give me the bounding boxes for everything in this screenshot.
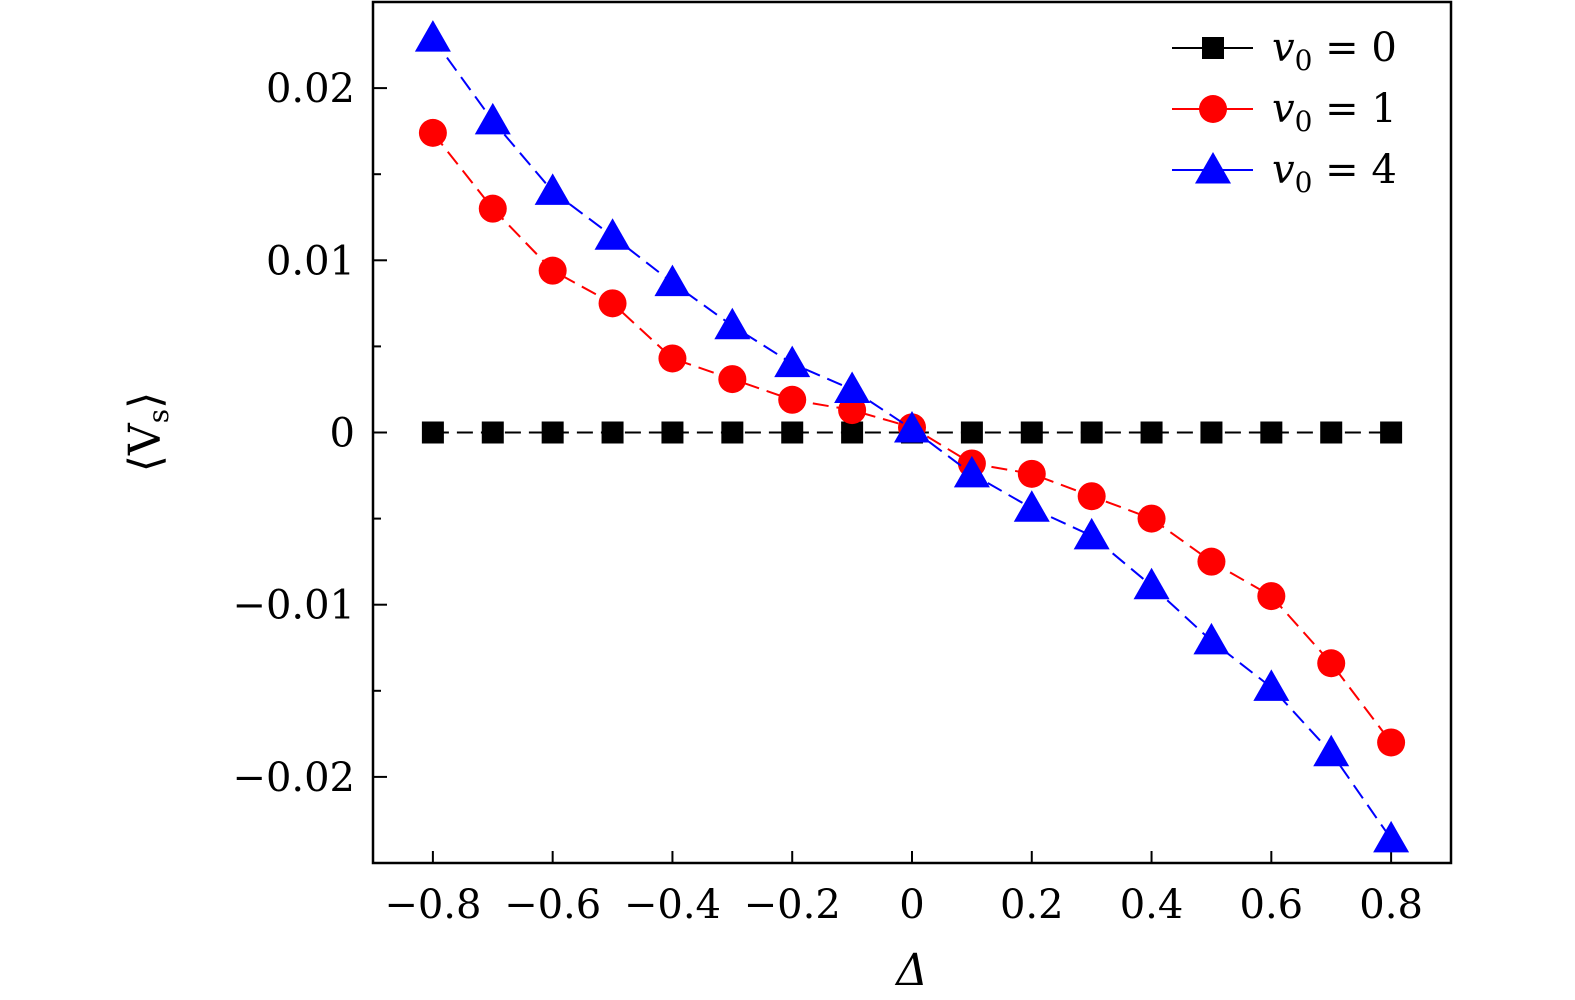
legend-label: v0 = 4 — [1272, 147, 1397, 199]
x-tick-label: 0 — [899, 882, 924, 928]
y-tick-label: 0.01 — [266, 238, 355, 284]
y-axis: −0.02 −0.01 0 0.01 0.02 — [232, 1, 387, 864]
data-point — [774, 345, 811, 378]
data-point — [594, 218, 631, 250]
data-point — [474, 102, 511, 135]
data-point — [1073, 517, 1110, 550]
data-point — [721, 421, 744, 444]
data-point — [838, 396, 867, 425]
data-point — [481, 421, 504, 444]
data-point — [601, 421, 624, 444]
data-point — [778, 385, 807, 414]
x-tick-label: −0.4 — [624, 882, 721, 928]
x-tick-label: 0.6 — [1240, 882, 1304, 928]
data-point — [541, 421, 564, 444]
x-axis-title: Δ — [894, 945, 928, 996]
data-point — [1197, 547, 1226, 576]
data-point — [894, 411, 930, 443]
data-point — [1313, 734, 1350, 767]
legend-item: v0 = 1 — [1172, 86, 1397, 138]
data-point — [714, 307, 751, 340]
data-point — [1380, 421, 1403, 444]
data-point — [534, 173, 571, 205]
y-tick-label: 0 — [330, 411, 355, 457]
y-tick-label: −0.02 — [232, 755, 355, 801]
data-point — [1140, 421, 1163, 444]
data-point — [1260, 421, 1283, 444]
legend: v0 = 0 v0 = 1 v0 = 4 — [1172, 25, 1397, 199]
data-point — [661, 421, 684, 444]
legend-label: v0 = 1 — [1272, 86, 1397, 138]
y-axis-title: ⟨Vs⟩ — [120, 392, 175, 473]
data-point — [658, 344, 687, 373]
x-tick-label: 0.2 — [1000, 882, 1064, 928]
data-point — [781, 421, 804, 444]
data-point — [1253, 669, 1290, 701]
legend-item: v0 = 4 — [1172, 147, 1397, 199]
data-point — [598, 289, 627, 318]
legend-marker — [1199, 95, 1227, 123]
x-tick-label: −0.6 — [504, 882, 601, 928]
data-point — [478, 194, 507, 223]
x-tick-label: −0.2 — [744, 882, 841, 928]
data-point — [1080, 421, 1103, 444]
legend-label: v0 = 0 — [1272, 25, 1397, 77]
y-tick-label: −0.01 — [232, 583, 355, 629]
data-point — [1373, 820, 1410, 853]
data-point — [538, 256, 567, 285]
data-point — [834, 371, 871, 403]
data-point — [414, 20, 451, 52]
series-2 — [414, 20, 1410, 853]
series-0 — [421, 421, 1403, 444]
x-axis: −0.8 −0.6 −0.4 −0.2 0 0.2 0.4 0.6 0.8 — [384, 851, 1423, 928]
data-point — [1317, 649, 1346, 678]
legend-item: v0 = 0 — [1172, 25, 1397, 77]
x-tick-label: 0.4 — [1120, 882, 1184, 928]
data-point — [1257, 582, 1286, 611]
data-point — [1193, 622, 1230, 655]
data-point — [1200, 421, 1223, 444]
y-tick-label: 0.02 — [266, 66, 355, 112]
data-point — [1137, 504, 1166, 533]
data-point — [953, 455, 990, 488]
data-point — [1020, 421, 1043, 444]
data-point — [1077, 482, 1106, 511]
legend-marker — [1202, 37, 1224, 59]
data-point — [960, 421, 983, 444]
data-point — [1017, 459, 1046, 488]
data-point — [421, 421, 444, 444]
x-tick-label: 0.8 — [1359, 882, 1423, 928]
data-point — [1133, 567, 1170, 600]
data-point — [654, 264, 691, 297]
data-point — [1377, 728, 1406, 757]
data-point — [1320, 421, 1343, 444]
x-tick-label: −0.8 — [384, 882, 481, 928]
data-point — [418, 118, 447, 147]
data-point — [718, 365, 747, 394]
series-layer — [414, 20, 1410, 853]
data-point — [841, 421, 864, 444]
legend-marker — [1195, 152, 1231, 184]
data-point — [1013, 490, 1050, 522]
